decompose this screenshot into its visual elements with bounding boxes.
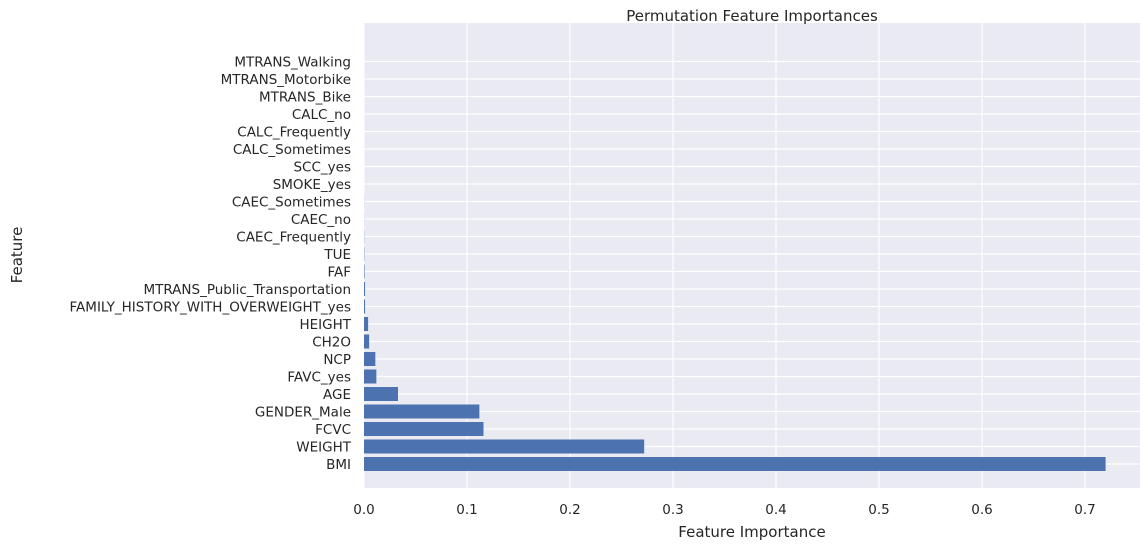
bar-gender-male xyxy=(364,404,480,419)
y-tick-label: CH2O xyxy=(312,335,351,351)
plot-background xyxy=(364,23,1140,488)
y-tick-label: SCC_yes xyxy=(293,160,351,176)
y-tick-label: TUE xyxy=(323,247,351,263)
x-tick-label: 0.7 xyxy=(1074,502,1095,518)
y-tick-label: CALC_no xyxy=(292,107,351,123)
bar-ch2o xyxy=(364,334,370,349)
bar-age xyxy=(364,387,398,401)
y-tick-label: MTRANS_Bike xyxy=(259,90,351,106)
y-tick-label: FAVC_yes xyxy=(287,370,351,386)
y-tick-label: MTRANS_Walking xyxy=(234,55,351,71)
y-tick-label: CAEC_no xyxy=(291,212,351,228)
y-tick-label: FAF xyxy=(327,265,351,281)
bar-mtrans-public-transportation xyxy=(364,282,366,296)
y-tick-label: SMOKE_yes xyxy=(273,177,351,193)
y-tick-label: WEIGHT xyxy=(296,440,351,456)
gridlines xyxy=(363,23,1140,488)
x-tick-label: 0.6 xyxy=(971,502,992,518)
y-tick-label: CALC_Frequently xyxy=(237,125,351,141)
x-tick-label: 0.1 xyxy=(456,502,477,518)
bar-fcvc xyxy=(364,422,484,436)
y-tick-label: AGE xyxy=(323,387,351,403)
y-tick-label: NCP xyxy=(323,352,351,368)
y-tick-label: MTRANS_Motorbike xyxy=(221,72,351,88)
bars xyxy=(364,194,1106,471)
bar-weight xyxy=(364,439,645,454)
y-tick-label: FAMILY_HISTORY_WITH_OVERWEIGHT_yes xyxy=(70,300,351,316)
y-tick-label: HEIGHT xyxy=(299,317,351,333)
x-tick-label: 0.4 xyxy=(765,502,786,518)
y-tick-label: BMI xyxy=(326,457,351,473)
y-tick-label: CAEC_Frequently xyxy=(236,230,351,246)
bar-faf xyxy=(364,264,365,279)
y-tick-label: MTRANS_Public_Transportation xyxy=(143,282,351,298)
y-tick-label: CALC_Sometimes xyxy=(233,142,351,158)
bar-favc-yes xyxy=(364,369,377,384)
bar-family-history-with-overweight-yes xyxy=(364,299,366,314)
y-tick-label: FCVC xyxy=(315,422,351,438)
y-tick-label: CAEC_Sometimes xyxy=(232,195,351,211)
x-axis-title: Feature Importance xyxy=(678,523,825,541)
x-tick-label: 0.2 xyxy=(559,502,580,518)
bar-ncp xyxy=(364,352,376,366)
y-tick-label: GENDER_Male xyxy=(255,405,351,421)
y-axis-title: Feature xyxy=(8,227,26,284)
bar-bmi xyxy=(364,457,1106,471)
x-tick-labels: 0.0 0.1 0.2 0.3 0.4 0.5 0.6 0.7 xyxy=(353,502,1095,518)
x-tick-label: 0.3 xyxy=(662,502,683,518)
x-tick-label: 0.0 xyxy=(353,502,374,518)
bar-height xyxy=(364,317,369,331)
x-tick-label: 0.5 xyxy=(868,502,889,518)
chart-title: Permutation Feature Importances xyxy=(626,7,878,25)
